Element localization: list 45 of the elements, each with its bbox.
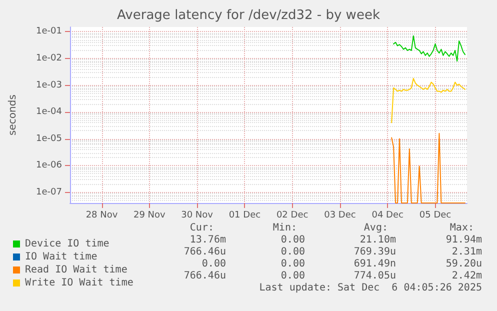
text: 0.00	[280, 258, 305, 270]
line-series	[391, 78, 466, 124]
text: 2.42m	[452, 270, 482, 282]
text: Cur:	[190, 222, 214, 234]
text: Max:	[450, 222, 474, 234]
x-tick-label: 04 Dec	[372, 210, 404, 220]
line-series	[391, 132, 466, 204]
text: Last update: Sat Dec 6 04:05:26 2025	[259, 282, 482, 294]
text: 766.46u	[184, 246, 226, 258]
x-tick-label: 01 Dec	[228, 210, 261, 220]
text: 13.76m	[190, 234, 226, 246]
legend-label: IO Wait time	[25, 252, 98, 262]
x-tick-label: 29 Nov	[133, 210, 166, 220]
y-tick-label: 1e-01	[36, 26, 62, 37]
text: 769.39u	[354, 246, 396, 258]
text: 0.00	[280, 246, 305, 258]
text: 59.20u	[446, 258, 482, 270]
text: 21.10m	[360, 234, 396, 246]
text: 766.46u	[184, 270, 226, 282]
legend-label: Write IO Wait time	[25, 278, 134, 288]
x-tick-label: 30 Nov	[181, 210, 214, 220]
text: Avg:	[364, 222, 388, 234]
legend-label: Read IO Wait time	[25, 264, 128, 276]
text: 0.00	[280, 234, 305, 246]
text: 2.31m	[452, 246, 482, 258]
x-tick-label: 28 Nov	[86, 210, 118, 220]
text: 0.00	[202, 258, 226, 270]
text: Min:	[272, 222, 297, 234]
y-tick-label: 1e-06	[36, 160, 62, 171]
text: 691.49n	[354, 258, 396, 270]
x-tick-label: 05 Dec	[419, 210, 452, 220]
chart-title: Average latency for /dev/zd32 - by week	[117, 8, 380, 23]
text: 91.94m	[446, 234, 482, 246]
text: 0.00	[280, 270, 305, 282]
y-tick-label: 1e-05	[36, 134, 62, 144]
y-tick-label: 1e-07	[36, 187, 62, 198]
x-tick-label: 03 Dec	[324, 210, 356, 220]
legend-label: Device IO time	[25, 238, 110, 250]
y-tick-label: 1e-04	[36, 107, 62, 118]
text: 774.05u	[354, 270, 396, 282]
line-series	[393, 35, 466, 62]
y-axis-title: seconds	[8, 94, 18, 136]
x-tick-label: 02 Dec	[276, 210, 308, 220]
y-tick-label: 1e-03	[36, 80, 62, 90]
y-tick-label: 1e-02	[36, 53, 62, 64]
